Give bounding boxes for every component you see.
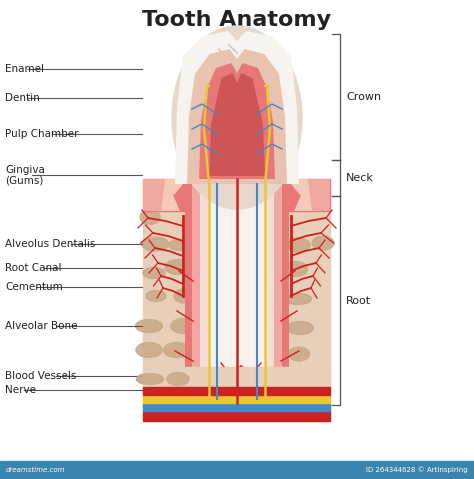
Ellipse shape	[142, 237, 168, 251]
Ellipse shape	[283, 406, 305, 418]
Text: Root Canal: Root Canal	[5, 263, 62, 273]
Ellipse shape	[146, 402, 166, 416]
Ellipse shape	[284, 294, 311, 305]
Text: Crown: Crown	[346, 92, 381, 102]
Ellipse shape	[254, 405, 276, 417]
Bar	[143, 179, 330, 211]
Text: Tooth Anatomy: Tooth Anatomy	[143, 10, 331, 30]
Polygon shape	[143, 179, 187, 211]
Ellipse shape	[171, 405, 193, 417]
Ellipse shape	[146, 402, 166, 416]
Polygon shape	[200, 184, 274, 401]
Ellipse shape	[167, 373, 189, 386]
Ellipse shape	[174, 289, 194, 303]
Text: (Gums): (Gums)	[5, 175, 44, 185]
Text: dreamstime.com: dreamstime.com	[6, 467, 65, 473]
Ellipse shape	[166, 399, 193, 413]
Bar	[143, 403, 330, 411]
Polygon shape	[209, 73, 265, 176]
Ellipse shape	[172, 26, 302, 209]
Text: Alveolus Dentalis: Alveolus Dentalis	[5, 240, 95, 249]
Ellipse shape	[136, 342, 162, 357]
Text: Root: Root	[346, 296, 371, 306]
Ellipse shape	[286, 377, 310, 391]
Ellipse shape	[166, 399, 193, 413]
Text: Enamel: Enamel	[5, 65, 44, 74]
Text: Cementum: Cementum	[5, 283, 63, 292]
Ellipse shape	[165, 260, 191, 274]
Text: Blood Vessels: Blood Vessels	[5, 371, 76, 381]
Polygon shape	[308, 179, 330, 211]
Bar	[143, 367, 330, 387]
Ellipse shape	[286, 402, 306, 418]
Ellipse shape	[136, 319, 163, 332]
Bar	[143, 411, 330, 421]
Ellipse shape	[143, 267, 165, 278]
Bar	[143, 211, 330, 421]
Ellipse shape	[171, 319, 195, 333]
Polygon shape	[185, 184, 289, 401]
Polygon shape	[287, 179, 330, 211]
Bar	[143, 395, 330, 403]
Polygon shape	[187, 49, 287, 184]
Text: Neck: Neck	[346, 173, 374, 183]
Ellipse shape	[307, 409, 329, 421]
Ellipse shape	[148, 405, 170, 417]
Polygon shape	[208, 184, 266, 401]
Ellipse shape	[203, 406, 225, 418]
Polygon shape	[192, 184, 282, 401]
Text: ID 264344628 © Artinspiring: ID 264344628 © Artinspiring	[366, 467, 468, 473]
Ellipse shape	[312, 236, 334, 250]
Ellipse shape	[137, 374, 164, 385]
Bar	[0, 461, 474, 479]
Ellipse shape	[284, 262, 308, 276]
Text: Nerve: Nerve	[5, 386, 36, 395]
Text: Alveolar Bone: Alveolar Bone	[5, 321, 78, 331]
Ellipse shape	[168, 240, 191, 251]
Ellipse shape	[289, 347, 310, 361]
Ellipse shape	[140, 209, 160, 225]
Polygon shape	[175, 31, 299, 184]
Ellipse shape	[228, 409, 250, 421]
Polygon shape	[143, 179, 165, 211]
Polygon shape	[199, 63, 275, 179]
Text: Gingiva: Gingiva	[5, 165, 45, 174]
Ellipse shape	[164, 342, 191, 357]
Ellipse shape	[286, 321, 313, 334]
Ellipse shape	[286, 238, 310, 252]
Bar	[143, 387, 330, 395]
Ellipse shape	[167, 373, 189, 386]
Text: Pulp Chamber: Pulp Chamber	[5, 129, 79, 139]
Ellipse shape	[146, 290, 166, 301]
Text: Dentin: Dentin	[5, 93, 40, 103]
Ellipse shape	[137, 374, 164, 385]
